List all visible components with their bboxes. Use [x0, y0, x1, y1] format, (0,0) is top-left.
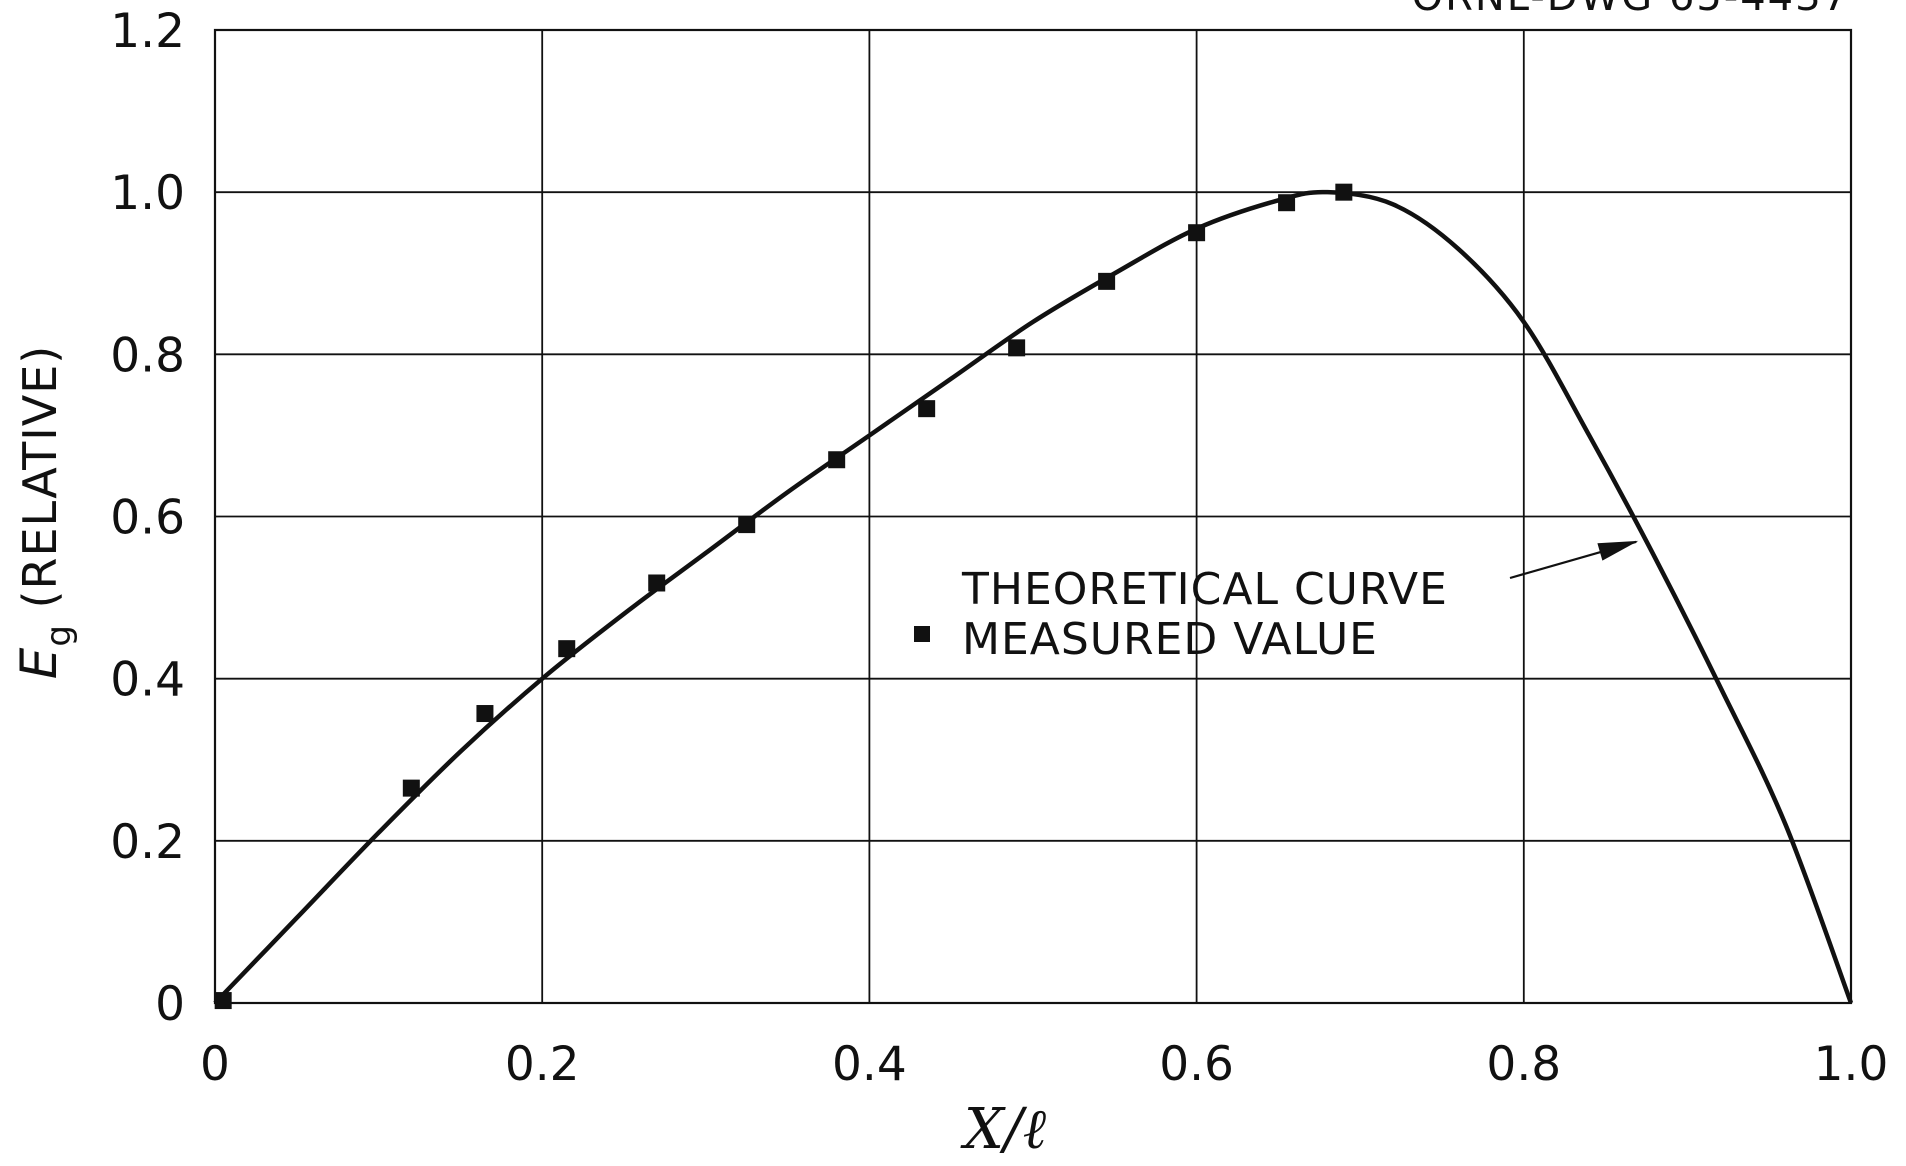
- annotation-arrowhead: [1597, 540, 1639, 561]
- annotation-layer: [1509, 540, 1639, 580]
- y-tick-label: 0.2: [110, 815, 185, 870]
- y-tick-label: 0.6: [110, 491, 185, 546]
- series-layer: [213, 183, 1854, 1010]
- x-tick-label: 0.6: [1159, 1037, 1234, 1092]
- y-tick-label: 0: [155, 977, 185, 1032]
- x-tick-label: 0.8: [1486, 1037, 1561, 1092]
- measured-value-point: [1278, 194, 1296, 212]
- measured-value-point: [738, 516, 756, 534]
- legend-marker-measured-value: [914, 626, 930, 642]
- measured-value-point: [1098, 272, 1116, 290]
- y-tick-label: 1.0: [110, 166, 185, 221]
- measured-value-point: [402, 779, 420, 797]
- y-axis-label: Eg (RELATIVE): [10, 345, 79, 680]
- drawing-number: ORNL-DWG 65-4437: [1412, 0, 1850, 20]
- x-tick-label: 0.4: [832, 1037, 907, 1092]
- grid-layer: [213, 28, 1853, 1005]
- svg-text:Eg (RELATIVE): Eg (RELATIVE): [10, 345, 79, 680]
- x-tick-label: 0.2: [505, 1037, 580, 1092]
- legend: THEORETICAL CURVE MEASURED VALUE: [914, 564, 1448, 665]
- measured-value-point: [648, 574, 666, 592]
- measured-value-point: [1008, 339, 1026, 357]
- legend-label-theoretical-curve: THEORETICAL CURVE: [961, 564, 1448, 615]
- y-axis-label-sub: g: [39, 624, 79, 647]
- series-line-theoretical-curve: [213, 189, 1854, 1005]
- y-tick-label: 0.4: [110, 653, 185, 708]
- measured-value-point: [828, 451, 846, 469]
- legend-label-measured-value: MEASURED VALUE: [962, 614, 1378, 665]
- x-tick-label: 1.0: [1814, 1037, 1889, 1092]
- measured-value-point: [1335, 183, 1353, 201]
- x-tick-label: 0: [200, 1037, 230, 1092]
- measured-value-point: [918, 400, 936, 418]
- measured-value-point: [214, 992, 232, 1010]
- measured-value-point: [476, 705, 494, 723]
- y-axis-label-main: E: [10, 647, 68, 680]
- y-tick-label: 1.2: [110, 4, 185, 59]
- measured-value-point: [558, 640, 576, 658]
- x-axis-label: X/ℓ: [960, 1097, 1047, 1161]
- y-axis-label-rest: (RELATIVE): [13, 345, 67, 624]
- y-tick-label: 0.8: [110, 328, 185, 383]
- measured-value-point: [1188, 224, 1206, 242]
- tick-label-layer: 0 0.2 0.4 0.6 0.8 1.0 0 0.2 0.4 0.6 0.8 1.0 1.2: [110, 4, 1888, 1092]
